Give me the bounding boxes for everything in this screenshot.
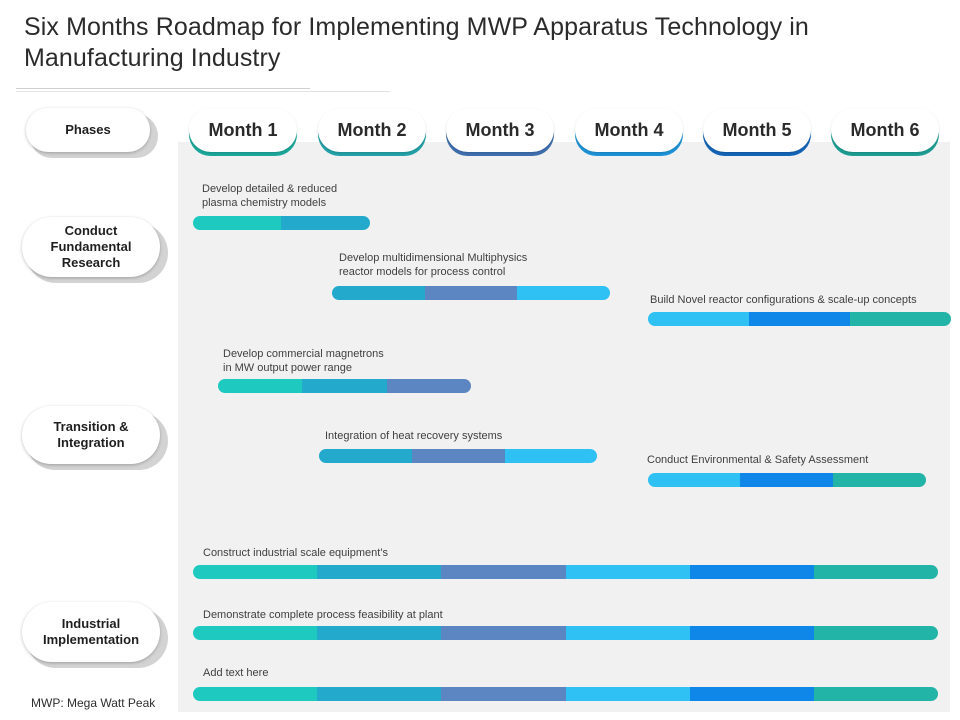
task-bar-segment xyxy=(565,565,690,579)
task-label: Integration of heat recovery systems xyxy=(325,430,503,442)
task-bar-segment xyxy=(689,565,815,579)
month-label: Month 4 xyxy=(575,108,683,152)
task-bar-segment xyxy=(317,565,442,579)
task-bar-segment xyxy=(193,687,318,701)
month-header-5[interactable]: Month 5 xyxy=(703,108,811,156)
task-label: Develop multidimensional Multiphysics re… xyxy=(339,252,528,278)
task-bar[interactable] xyxy=(331,286,610,300)
task-bar[interactable] xyxy=(647,312,951,326)
task-bar-segment xyxy=(281,216,370,230)
task-bar[interactable] xyxy=(647,473,926,487)
task-bar-segment xyxy=(319,449,412,463)
task-bar-segment xyxy=(193,216,282,230)
task-bar-segment xyxy=(647,312,749,326)
month-header-4[interactable]: Month 4 xyxy=(575,108,683,156)
task-bar-segment xyxy=(740,473,834,487)
task-bar-segment xyxy=(689,687,815,701)
phase-conduct-fundamental-research[interactable]: Conduct Fundamental Research xyxy=(22,217,168,283)
month-label: Month 2 xyxy=(318,108,426,152)
month-label: Month 1 xyxy=(189,108,297,152)
phase-header[interactable]: Phases xyxy=(26,108,158,158)
task-bar-segment xyxy=(565,626,690,640)
task-bar[interactable] xyxy=(193,626,939,640)
task-bar-segment xyxy=(517,286,610,300)
task-bar-segment xyxy=(814,565,939,579)
phase-label: Phases xyxy=(26,108,150,152)
task-bar[interactable] xyxy=(218,379,471,393)
task-bar-segment xyxy=(504,449,598,463)
task-bar-segment xyxy=(748,312,850,326)
task-bar-segment xyxy=(302,379,387,393)
month-label: Month 5 xyxy=(703,108,811,152)
task-bar-segment xyxy=(647,473,741,487)
task-bar-segment xyxy=(193,565,318,579)
phase-label: Conduct Fundamental Research xyxy=(22,217,160,277)
phase-industrial-implementation[interactable]: Industrial Implementation xyxy=(22,602,168,668)
task-bar-segment xyxy=(441,687,566,701)
task-label: Add text here xyxy=(203,667,269,679)
task-bar-segment xyxy=(331,286,425,300)
month-header-1[interactable]: Month 1 xyxy=(189,108,297,156)
month-header-6[interactable]: Month 6 xyxy=(831,108,939,156)
task-label: Demonstrate complete process feasibility… xyxy=(203,609,443,621)
task-label: Conduct Environmental & Safety Assessmen… xyxy=(647,454,869,466)
phase-label: Transition & Integration xyxy=(22,406,160,464)
task-bar[interactable] xyxy=(319,449,598,463)
month-label: Month 3 xyxy=(446,108,554,152)
task-bar-segment xyxy=(386,379,471,393)
task-label: Build Novel reactor configurations & sca… xyxy=(650,294,917,306)
phase-transition-integration[interactable]: Transition & Integration xyxy=(22,406,168,470)
task-bar-segment xyxy=(833,473,926,487)
phase-label: Industrial Implementation xyxy=(22,602,160,662)
task-bar-segment xyxy=(193,626,318,640)
month-header-2[interactable]: Month 2 xyxy=(318,108,426,156)
task-bar-segment xyxy=(441,626,566,640)
task-bar-segment xyxy=(814,687,939,701)
timeline-panel xyxy=(178,142,950,712)
task-bar-segment xyxy=(565,687,690,701)
task-label: Develop commercial magnetrons in MW outp… xyxy=(223,348,384,374)
task-bar-segment xyxy=(317,687,442,701)
task-label: Construct industrial scale equipment’s xyxy=(203,547,389,559)
page-title: Six Months Roadmap for Implementing MWP … xyxy=(24,13,809,72)
title-divider xyxy=(16,88,310,89)
task-bar-segment xyxy=(849,312,951,326)
task-bar[interactable] xyxy=(193,216,370,230)
title-divider-secondary xyxy=(16,91,390,92)
task-bar-segment xyxy=(424,286,518,300)
task-bar-segment xyxy=(218,379,303,393)
task-bar-segment xyxy=(317,626,442,640)
month-header-3[interactable]: Month 3 xyxy=(446,108,554,156)
month-label: Month 6 xyxy=(831,108,939,152)
task-bar[interactable] xyxy=(193,565,939,579)
footnote: MWP: Mega Watt Peak xyxy=(31,696,156,710)
task-bar-segment xyxy=(814,626,939,640)
task-label: Develop detailed & reduced plasma chemis… xyxy=(202,183,338,209)
task-bar[interactable] xyxy=(193,687,939,701)
task-bar-segment xyxy=(411,449,505,463)
task-bar-segment xyxy=(689,626,815,640)
task-bar-segment xyxy=(441,565,566,579)
